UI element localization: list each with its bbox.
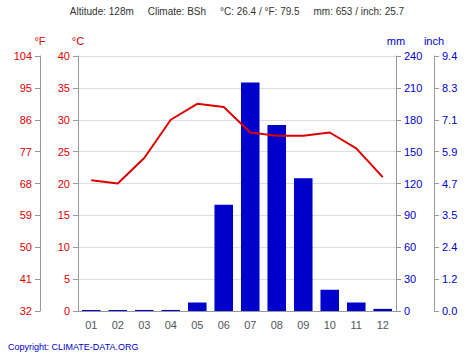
svg-text:59: 59: [20, 209, 32, 221]
svg-text:2.4: 2.4: [442, 241, 457, 253]
svg-text:0: 0: [64, 305, 70, 317]
svg-text:°F: °F: [34, 35, 45, 47]
svg-text:0: 0: [404, 305, 410, 317]
svg-text:09: 09: [297, 319, 309, 331]
svg-text:10: 10: [324, 319, 336, 331]
svg-text:30: 30: [404, 273, 416, 285]
svg-text:20: 20: [58, 178, 70, 190]
svg-text:40: 40: [58, 50, 70, 62]
svg-text:9.4: 9.4: [442, 50, 457, 62]
svg-text:5.9: 5.9: [442, 146, 457, 158]
svg-text:50: 50: [20, 241, 32, 253]
svg-text:120: 120: [404, 178, 422, 190]
svg-text:12: 12: [377, 319, 389, 331]
svg-text:1.2: 1.2: [442, 273, 457, 285]
svg-text:11: 11: [351, 319, 362, 331]
svg-text:7.1: 7.1: [442, 114, 457, 126]
svg-text:Altitude: 128m Climate: BS: Altitude: 128m Climate: BSh °C: 26.4 / °…: [70, 6, 405, 17]
svg-text:08: 08: [271, 319, 283, 331]
svg-text:06: 06: [218, 319, 230, 331]
svg-text:10: 10: [58, 241, 70, 253]
svg-text:35: 35: [58, 82, 70, 94]
svg-text:90: 90: [404, 209, 416, 221]
svg-text:02: 02: [112, 319, 124, 331]
svg-text:150: 150: [404, 146, 422, 158]
svg-text:86: 86: [20, 114, 32, 126]
svg-text:32: 32: [20, 305, 32, 317]
svg-text:8.3: 8.3: [442, 82, 457, 94]
svg-text:25: 25: [58, 146, 70, 158]
svg-text:68: 68: [20, 178, 32, 190]
svg-text:Copyright: CLIMATE-DATA.ORG: Copyright: CLIMATE-DATA.ORG: [8, 342, 139, 352]
svg-text:mm: mm: [387, 35, 405, 47]
svg-text:210: 210: [404, 82, 422, 94]
svg-text:inch: inch: [424, 35, 444, 47]
svg-text:104: 104: [14, 50, 32, 62]
svg-text:0.0: 0.0: [442, 305, 457, 317]
svg-text:05: 05: [191, 319, 203, 331]
svg-text:240: 240: [404, 50, 422, 62]
svg-text:180: 180: [404, 114, 422, 126]
svg-text:03: 03: [138, 319, 150, 331]
svg-text:95: 95: [20, 82, 32, 94]
svg-text:41: 41: [20, 273, 32, 285]
svg-text:60: 60: [404, 241, 416, 253]
svg-text:5: 5: [64, 273, 70, 285]
svg-text:04: 04: [165, 319, 177, 331]
svg-text:30: 30: [58, 114, 70, 126]
svg-text:01: 01: [85, 319, 97, 331]
svg-text:°C: °C: [72, 35, 84, 47]
svg-text:15: 15: [58, 209, 70, 221]
svg-text:4.7: 4.7: [442, 178, 457, 190]
svg-text:77: 77: [20, 146, 32, 158]
svg-text:3.5: 3.5: [442, 209, 457, 221]
svg-text:07: 07: [244, 319, 256, 331]
